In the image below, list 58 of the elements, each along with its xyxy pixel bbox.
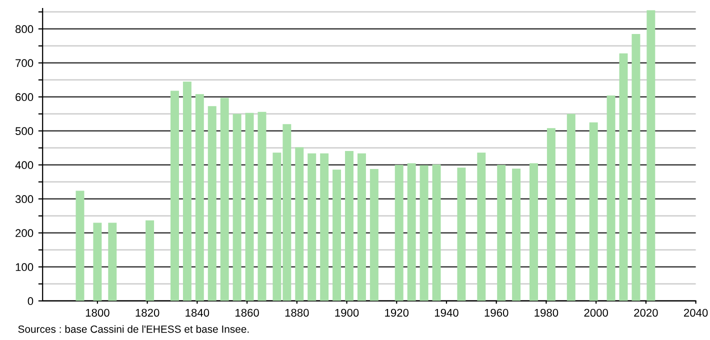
bar: [646, 10, 656, 301]
y-tick-label: 600: [16, 93, 34, 102]
bar: [245, 112, 254, 301]
bar: [308, 153, 316, 301]
bar: [357, 153, 366, 301]
bar: [589, 122, 598, 301]
bar: [76, 190, 84, 301]
bar: [497, 164, 506, 301]
bar: [512, 168, 521, 301]
x-tick-label: 1800: [86, 308, 110, 317]
x-tick-label: 1960: [484, 308, 508, 317]
bar: [208, 106, 216, 301]
x-tick-label: 1860: [236, 308, 259, 317]
bar: [258, 112, 266, 301]
bar: [566, 114, 576, 301]
bar: [606, 96, 616, 301]
y-tick-label: 500: [15, 127, 34, 136]
bar: [619, 53, 628, 301]
bar: [295, 147, 304, 301]
source-note: Sources : base Cassini de l'EHESS et base Insee.: [18, 325, 249, 333]
y-tick-label: 700: [16, 59, 34, 68]
bar: [332, 170, 342, 301]
x-tick-label: 2040: [684, 308, 708, 317]
x-tick-label: 2000: [584, 308, 608, 317]
bar: [394, 164, 404, 301]
bar: [146, 220, 154, 301]
bar: [220, 98, 229, 301]
bar: [420, 165, 428, 301]
bar: [432, 164, 441, 301]
x-tick-label: 2020: [634, 308, 658, 317]
bar: [93, 222, 102, 301]
bar: [457, 168, 466, 301]
y-tick-label: 400: [15, 161, 34, 170]
x-tick-label: 1820: [136, 308, 160, 317]
y-tick-label: 0: [28, 297, 34, 306]
bar: [195, 94, 204, 301]
y-tick-label: 800: [16, 25, 34, 34]
bar: [407, 163, 416, 301]
x-tick-label: 1980: [534, 308, 558, 317]
bar: [182, 82, 192, 301]
bar: [170, 90, 179, 301]
bar: [530, 163, 538, 301]
bar: [477, 152, 486, 301]
x-tick-label: 1940: [434, 308, 458, 317]
bar: [320, 153, 329, 301]
x-tick-label: 1900: [335, 308, 359, 317]
x-tick-label: 1920: [385, 308, 409, 317]
y-tick-label: 100: [16, 263, 34, 272]
bar: [108, 222, 117, 301]
x-tick-label: 1840: [186, 308, 210, 317]
x-tick-label: 1880: [285, 308, 309, 317]
y-tick-label: 300: [15, 195, 34, 204]
bar: [546, 128, 556, 301]
y-tick-label: 200: [16, 229, 34, 238]
bar: [632, 34, 640, 301]
bar: [232, 114, 242, 301]
bar: [370, 168, 378, 301]
bar: [345, 150, 354, 301]
